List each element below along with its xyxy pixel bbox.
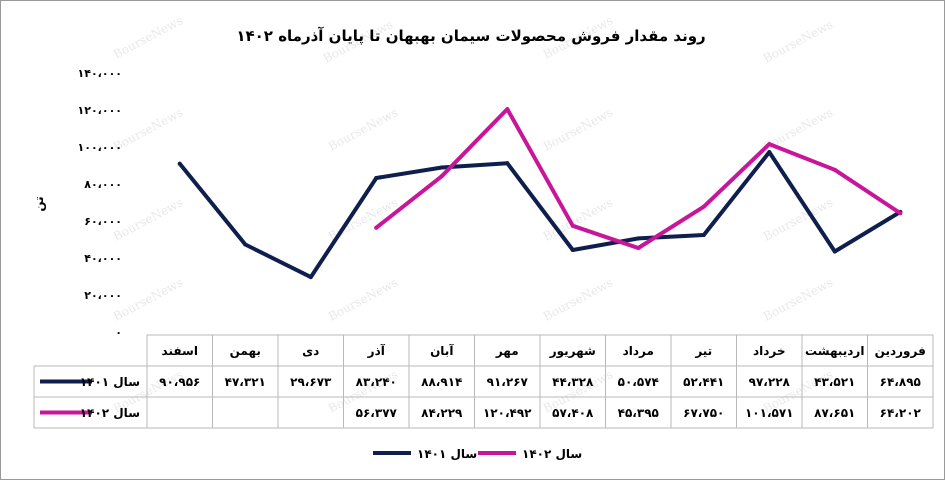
y-tick-label: ۶۰،۰۰۰ xyxy=(84,215,122,228)
watermark-text: BourseNews xyxy=(761,275,835,323)
category-label: مهر xyxy=(495,344,519,358)
y-tick-label: ۸۰،۰۰۰ xyxy=(84,178,122,191)
table-cell-value: ۸۳،۲۴۰ xyxy=(356,375,397,389)
table-series-label: سال ۱۴۰۲ xyxy=(80,406,140,420)
data-table: فروردین اردیبهشت خرداد تیر مرداد شهریور مهر آبا… xyxy=(33,334,934,429)
category-label: دی xyxy=(302,344,319,358)
data-point xyxy=(243,242,248,247)
table-cell-value: ۱۲۰،۴۹۲ xyxy=(483,406,532,420)
data-point xyxy=(701,232,706,237)
watermark-text: BourseNews xyxy=(326,275,400,323)
category-label: تیر xyxy=(694,344,712,358)
table-cell-value: ۴۳،۵۲۱ xyxy=(814,375,855,389)
data-point xyxy=(505,161,510,166)
series-line-2 xyxy=(374,107,903,250)
data-point xyxy=(832,167,837,172)
series-line-1 xyxy=(177,150,903,280)
data-point xyxy=(636,236,641,241)
table-cell-value: ۲۹،۶۷۳ xyxy=(290,375,332,389)
table-cell-value: ۴۷،۳۲۱ xyxy=(225,375,266,389)
category-label: خرداد xyxy=(753,344,786,358)
table-cell-value: ۴۴،۳۲۸ xyxy=(552,375,594,389)
table-cell-value: ۵۲،۴۴۱ xyxy=(683,375,724,389)
category-label: شهریور xyxy=(549,344,596,359)
y-axis-label: تن xyxy=(32,196,46,211)
y-tick-label: ۱۰۰،۰۰۰ xyxy=(78,141,122,154)
table-cell-value: ۵۰،۵۷۴ xyxy=(618,375,659,389)
table-cell-value: ۹۷،۲۲۸ xyxy=(749,375,791,389)
watermark-text: BourseNews xyxy=(326,105,400,153)
data-point xyxy=(308,275,313,280)
category-label: فروردین xyxy=(875,344,926,359)
category-label: بهمن xyxy=(230,344,261,358)
table-cell-value: ۸۴،۲۲۹ xyxy=(421,406,463,420)
series-lines xyxy=(177,107,903,280)
data-point xyxy=(374,176,379,181)
table-cell-value: ۵۶،۳۷۷ xyxy=(356,406,398,420)
table-cell-value: ۵۷،۴۰۸ xyxy=(552,406,594,420)
table-cell-value: ۶۷،۷۵۰ xyxy=(683,406,724,420)
y-tick-label: ۴۰،۰۰۰ xyxy=(84,252,122,265)
data-point xyxy=(374,225,379,230)
data-point xyxy=(439,165,444,170)
y-tick-label: ۱۲۰،۰۰۰ xyxy=(78,104,122,117)
data-point xyxy=(570,223,575,228)
legend-label: سال ۱۴۰۲ xyxy=(522,447,582,461)
category-label: آبان xyxy=(430,343,454,358)
data-point xyxy=(505,107,510,112)
watermark-text: BourseNews xyxy=(541,105,615,153)
chart-title: روند مقدار فروش محصولات سیمان بهبهان تا … xyxy=(236,27,705,46)
table-cell-value: ۴۵،۳۹۵ xyxy=(618,406,659,420)
y-tick-label: ۲۰،۰۰۰ xyxy=(84,289,122,302)
data-point xyxy=(701,204,706,209)
data-point xyxy=(636,246,641,251)
table-cell-value: ۹۰،۹۵۶ xyxy=(159,375,200,389)
legend-label: سال ۱۴۰۱ xyxy=(417,447,477,461)
data-point xyxy=(439,174,444,179)
legend: سال ۱۴۰۱ سال ۱۴۰۲ xyxy=(373,447,582,461)
data-point xyxy=(767,150,772,155)
watermark-text: BourseNews xyxy=(541,275,615,323)
table-cell-value: ۸۷،۶۵۱ xyxy=(814,406,855,420)
category-label: مرداد xyxy=(623,344,654,358)
watermark-text: BourseNews xyxy=(111,13,185,61)
category-label: اسفند xyxy=(162,344,198,358)
data-point xyxy=(177,161,182,166)
category-label: آذر xyxy=(367,343,386,358)
data-point xyxy=(898,211,903,216)
y-axis-ticks: ۰ ۲۰،۰۰۰ ۴۰،۰۰۰ ۶۰،۰۰۰ ۸۰،۰۰۰ ۱۰۰،۰۰۰ ۱۲۰،۰۰۰ ۱… xyxy=(78,67,122,339)
y-tick-label: ۱۴۰،۰۰۰ xyxy=(78,67,122,80)
category-label: اردیبهشت xyxy=(805,344,864,358)
data-point xyxy=(767,142,772,147)
table-series-label: سال ۱۴۰۱ xyxy=(80,375,140,389)
data-point xyxy=(570,247,575,252)
table-cell-value: ۱۰۱،۵۷۱ xyxy=(745,406,794,420)
table-cell-value: ۹۱،۲۶۷ xyxy=(487,375,529,389)
y-tick-label: ۰ xyxy=(115,326,122,339)
watermark-text: BourseNews xyxy=(761,17,835,65)
data-point xyxy=(832,249,837,254)
table-cell-value: ۶۴،۸۹۵ xyxy=(880,375,921,389)
table-cell-value: ۸۸،۹۱۴ xyxy=(421,375,462,389)
table-cell-value: ۶۴،۲۰۲ xyxy=(880,406,922,420)
